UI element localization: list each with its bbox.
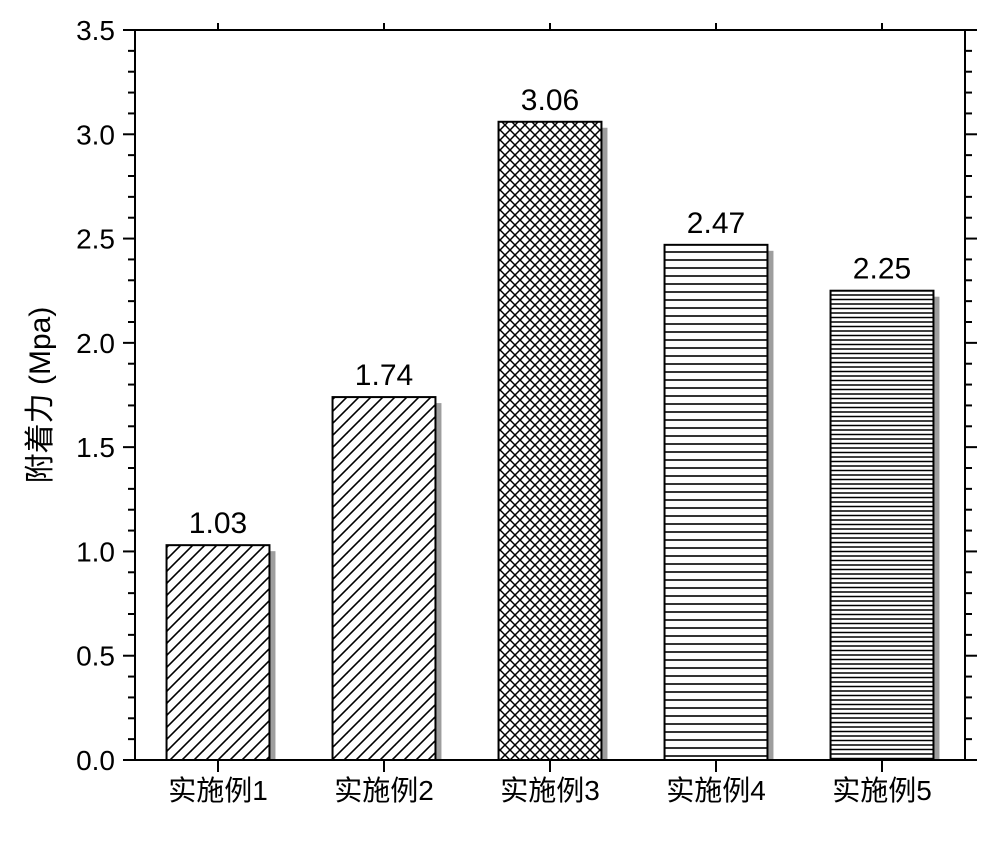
- y-tick-label: 3.0: [76, 119, 115, 150]
- y-tick-label: 1.5: [76, 432, 115, 463]
- bar: [499, 122, 602, 760]
- y-tick-label: 3.5: [76, 15, 115, 46]
- x-category-label: 实施例5: [832, 775, 932, 806]
- chart-container: 0.0 0.5 1.0 1.5 2.0 2.5 3.0 3.5 附着力 (Mpa) 实施例1 1.0…: [0, 0, 1000, 856]
- bar-chart: 0.0 0.5 1.0 1.5 2.0 2.5 3.0 3.5 附着力 (Mpa) 实施例1 1.0…: [0, 0, 1000, 856]
- x-category-label: 实施例2: [334, 775, 434, 806]
- bar: [665, 245, 768, 760]
- bar: [333, 397, 436, 760]
- y-tick-label: 2.5: [76, 224, 115, 255]
- x-category-label: 实施例3: [500, 775, 600, 806]
- x-category-label: 实施例1: [168, 775, 268, 806]
- y-tick-label: 2.0: [76, 328, 115, 359]
- bar: [167, 545, 270, 760]
- bar-value-label: 3.06: [521, 84, 579, 117]
- bar-value-label: 1.03: [189, 507, 247, 540]
- y-tick-label: 1.0: [76, 536, 115, 567]
- x-category-label: 实施例4: [666, 775, 766, 806]
- y-tick-label: 0.5: [76, 641, 115, 672]
- bar-value-label: 1.74: [355, 359, 413, 392]
- bar-value-label: 2.25: [853, 253, 911, 286]
- y-tick-label: 0.0: [76, 745, 115, 776]
- y-axis-title: 附着力 (Mpa): [24, 307, 57, 484]
- bar: [831, 291, 934, 760]
- bar-value-label: 2.47: [687, 207, 745, 240]
